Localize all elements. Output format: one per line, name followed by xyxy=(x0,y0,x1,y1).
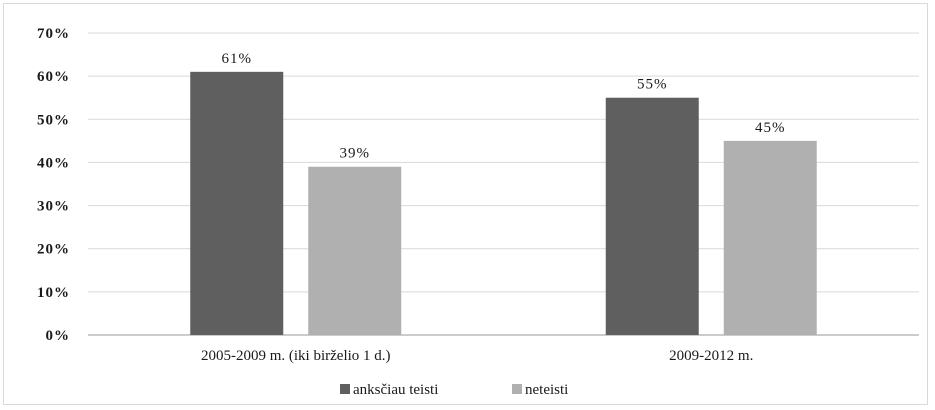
data-label: 55% xyxy=(637,77,668,93)
y-tick-label: 50% xyxy=(37,112,70,128)
y-tick-label: 20% xyxy=(37,242,70,258)
x-category-label: 2009-2012 m. xyxy=(669,348,753,364)
bars xyxy=(190,71,817,335)
legend-label: anksčiau teisti xyxy=(353,382,438,398)
x-axis-category-labels: 2005-2009 m. (iki birželio 1 d.) 2009-201… xyxy=(201,348,753,364)
data-label: 61% xyxy=(222,51,253,67)
legend-swatch xyxy=(340,384,350,394)
bar xyxy=(308,166,402,335)
data-label: 45% xyxy=(755,120,786,136)
data-label: 39% xyxy=(340,146,371,162)
y-axis-tick-labels: 0% 10% 20% 30% 40% 50% 60% 70% xyxy=(37,26,71,344)
y-tick-label: 0% xyxy=(46,328,71,344)
bar xyxy=(605,97,699,335)
bar xyxy=(190,71,284,335)
y-tick-label: 30% xyxy=(37,199,70,215)
y-tick-label: 70% xyxy=(37,26,70,42)
legend-swatch xyxy=(512,384,522,394)
y-tick-label: 60% xyxy=(37,69,70,85)
y-tick-label: 40% xyxy=(37,155,70,171)
x-category-label: 2005-2009 m. (iki birželio 1 d.) xyxy=(201,348,391,364)
legend: anksčiau teisti neteisti xyxy=(340,382,568,398)
data-labels: 61% 39% 55% 45% xyxy=(222,51,786,162)
bar xyxy=(723,140,817,335)
legend-label: neteisti xyxy=(525,382,568,398)
y-tick-label: 10% xyxy=(37,285,70,301)
